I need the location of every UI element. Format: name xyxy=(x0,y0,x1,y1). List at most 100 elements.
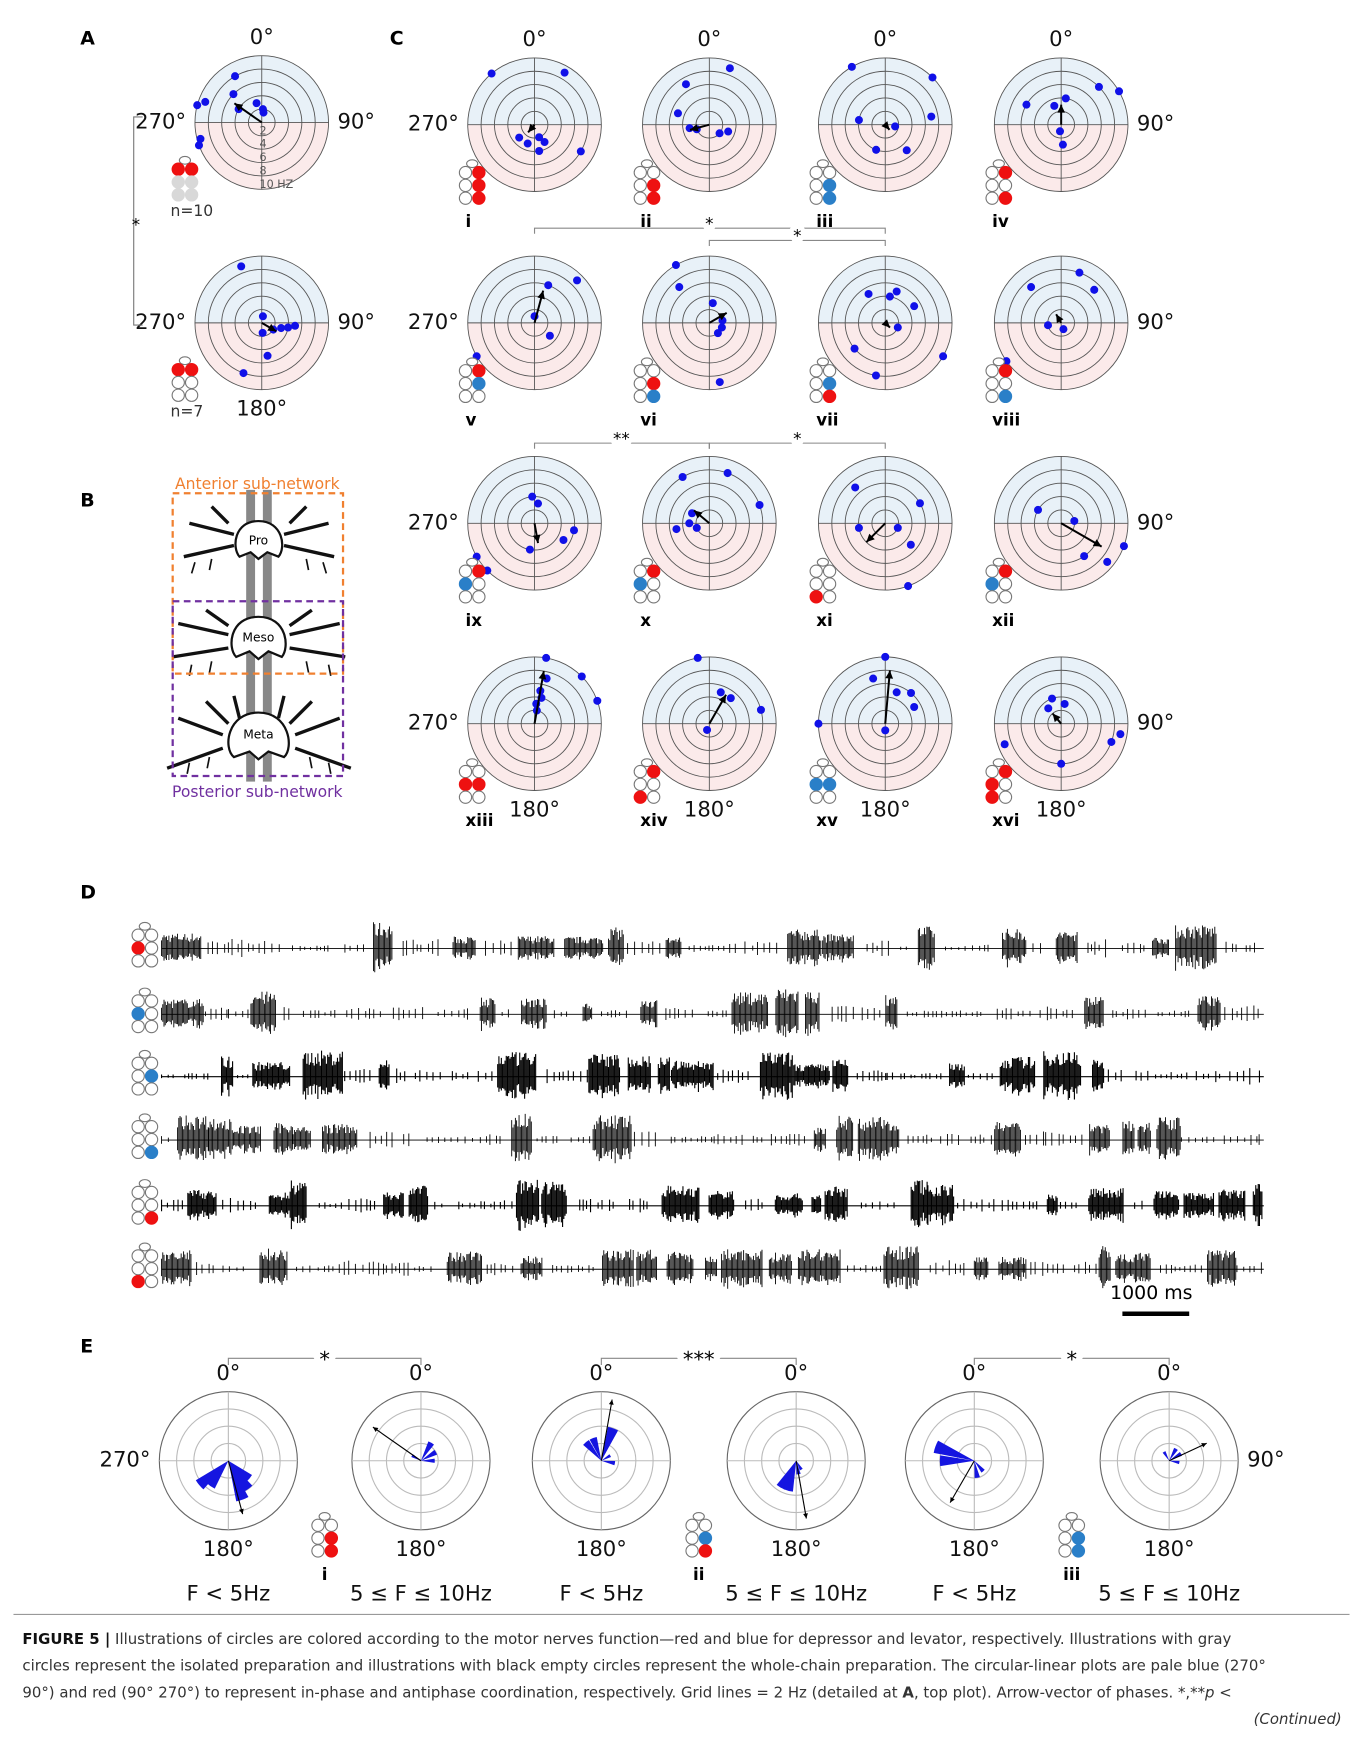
icon-circle xyxy=(459,377,471,389)
icon-circle xyxy=(312,1532,324,1544)
phase-point xyxy=(546,332,554,340)
icon-circle xyxy=(999,565,1011,577)
ring-label: 10 HZ xyxy=(260,178,294,191)
spike-trace xyxy=(162,1180,1264,1231)
icon-circle xyxy=(986,377,998,389)
panel-label: A xyxy=(80,27,95,49)
icon-circle xyxy=(686,1519,698,1531)
ganglion-label: Meso xyxy=(242,630,274,644)
icon-circle xyxy=(172,364,184,376)
icon-head xyxy=(693,1513,704,1521)
icon-circle xyxy=(185,163,197,175)
icon-circle xyxy=(132,1146,144,1158)
phase-point xyxy=(488,70,496,78)
icon-circle xyxy=(473,365,485,377)
icon-circle xyxy=(810,166,822,178)
phase-point xyxy=(727,694,735,702)
icon-circle xyxy=(459,192,471,204)
icon-circle xyxy=(986,578,998,590)
phase-point xyxy=(1061,700,1069,708)
significance: * xyxy=(132,215,140,235)
significance: * xyxy=(793,428,801,448)
icon-circle xyxy=(473,377,485,389)
angle-label: 180° xyxy=(860,797,911,822)
angle-label: 90° xyxy=(337,309,374,334)
phase-point xyxy=(714,329,722,337)
phase-point xyxy=(1115,87,1123,95)
caption-line: 90°) and red (90° 270°) to represent in-… xyxy=(22,1683,1231,1701)
icon-circle xyxy=(648,377,660,389)
icon-head xyxy=(817,160,828,168)
phase-point xyxy=(928,73,936,81)
phase-point xyxy=(717,688,725,696)
frequency-label: 5 ≤ F ≤ 10Hz xyxy=(1098,1580,1240,1605)
icon-circle xyxy=(634,578,646,590)
angle-label: 180° xyxy=(771,1536,822,1561)
phase-point xyxy=(593,697,601,705)
spike-trace xyxy=(162,1114,1264,1163)
icon-circle xyxy=(459,578,471,590)
plot-numeral: xii xyxy=(992,610,1014,630)
icon-circle xyxy=(312,1545,324,1557)
frequency-label: F < 5Hz xyxy=(559,1580,643,1605)
angle-label: 0° xyxy=(250,24,274,49)
phase-point xyxy=(561,69,569,77)
icon-circle xyxy=(473,390,485,402)
phase-point xyxy=(193,101,201,109)
icon-circle xyxy=(473,765,485,777)
frequency-label: F < 5Hz xyxy=(932,1580,1016,1605)
icon-head xyxy=(641,759,652,767)
phase-point xyxy=(229,90,237,98)
icon-circle xyxy=(145,1121,157,1133)
icon-circle xyxy=(132,995,144,1007)
icon-circle xyxy=(132,1083,144,1095)
icon-circle xyxy=(648,778,660,790)
plot-numeral: v xyxy=(466,409,477,429)
plot-numeral: xiii xyxy=(466,810,494,830)
phase-point xyxy=(1107,738,1115,746)
ganglion-label: Pro xyxy=(249,534,268,548)
icon-head xyxy=(817,558,828,566)
significance: * xyxy=(1066,1347,1077,1372)
plot-numeral: vii xyxy=(816,409,838,429)
icon-circle xyxy=(810,192,822,204)
phase-point xyxy=(544,281,552,289)
icon-circle xyxy=(473,166,485,178)
icon-circle xyxy=(145,1275,157,1287)
phase-point xyxy=(910,302,918,310)
phase-point xyxy=(703,726,711,734)
page: A B C D E Anterior sub-network Posterior… xyxy=(0,0,1363,1748)
caption-continued: (Continued) xyxy=(1254,1710,1342,1728)
phase-point xyxy=(578,672,586,680)
icon-circle xyxy=(325,1519,337,1531)
icon-circle xyxy=(999,390,1011,402)
icon-circle xyxy=(145,1263,157,1275)
icon-head xyxy=(467,759,478,767)
icon-circle xyxy=(185,364,197,376)
icon-head xyxy=(1066,1513,1077,1521)
phase-point xyxy=(237,262,245,270)
icon-circle xyxy=(145,1083,157,1095)
icon-circle xyxy=(312,1519,324,1531)
phase-point xyxy=(1103,558,1111,566)
icon-circle xyxy=(986,179,998,191)
icon-circle xyxy=(473,179,485,191)
phase-point xyxy=(284,324,292,332)
phase-point xyxy=(253,99,261,107)
phase-point xyxy=(869,675,877,683)
spike-trace xyxy=(162,1051,1264,1100)
icon-circle xyxy=(132,1121,144,1133)
icon-head xyxy=(641,160,652,168)
icon-circle xyxy=(686,1532,698,1544)
phase-point xyxy=(577,147,585,155)
icon-head xyxy=(319,1513,330,1521)
phase-point xyxy=(1095,83,1103,91)
phase-point xyxy=(724,469,732,477)
icon-circle xyxy=(699,1532,711,1544)
phase-point xyxy=(675,283,683,291)
icon-circle xyxy=(986,390,998,402)
icon-circle xyxy=(986,565,998,577)
icon-circle xyxy=(823,591,835,603)
icon-circle xyxy=(132,1008,144,1020)
icon-circle xyxy=(648,565,660,577)
